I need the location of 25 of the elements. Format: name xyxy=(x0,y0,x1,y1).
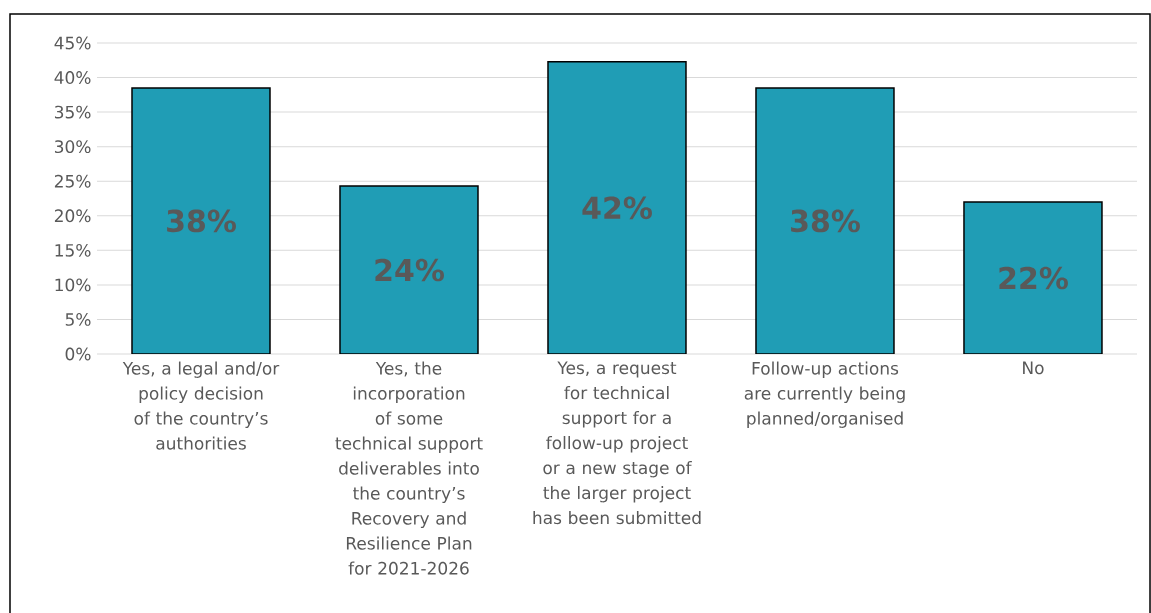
y-tick-label: 0% xyxy=(65,347,91,361)
x-tick-label: Follow-up actions are currently being planned/organised xyxy=(744,361,905,428)
data-label: 24% xyxy=(375,258,444,282)
y-tick-label: 45% xyxy=(54,36,91,50)
data-label: 38% xyxy=(167,209,236,233)
y-tick-label: 25% xyxy=(54,174,91,188)
y-tick-label: 35% xyxy=(54,105,91,119)
data-label: 42% xyxy=(582,196,652,220)
category-label: Yes, the incorporation of some technical support deliverables into the country’s Recovery and Resilience Plan for 2021-2026 xyxy=(335,361,483,575)
y-tick-label: 20% xyxy=(54,209,91,223)
x-tick-label: No xyxy=(1023,361,1044,375)
data-label: 22% xyxy=(999,266,1068,290)
bar xyxy=(132,87,270,354)
y-tick-label: 15% xyxy=(55,243,91,257)
bar xyxy=(963,201,1103,354)
y-tick-label: 5% xyxy=(65,313,91,326)
bar xyxy=(339,185,479,354)
y-tick-label: 30% xyxy=(54,140,91,154)
y-tick-label: 40% xyxy=(54,71,91,84)
x-tick-label: Yes, a request for technical support for a follow-up project or a new stage of the larger project has been submitted xyxy=(533,361,701,525)
bar xyxy=(755,87,895,354)
x-tick-label: Yes, a legal and/or policy decision of the country’s authorities xyxy=(122,361,280,450)
y-tick-label: 10% xyxy=(55,278,91,292)
bar xyxy=(547,60,687,354)
data-label: 38% xyxy=(791,209,860,233)
